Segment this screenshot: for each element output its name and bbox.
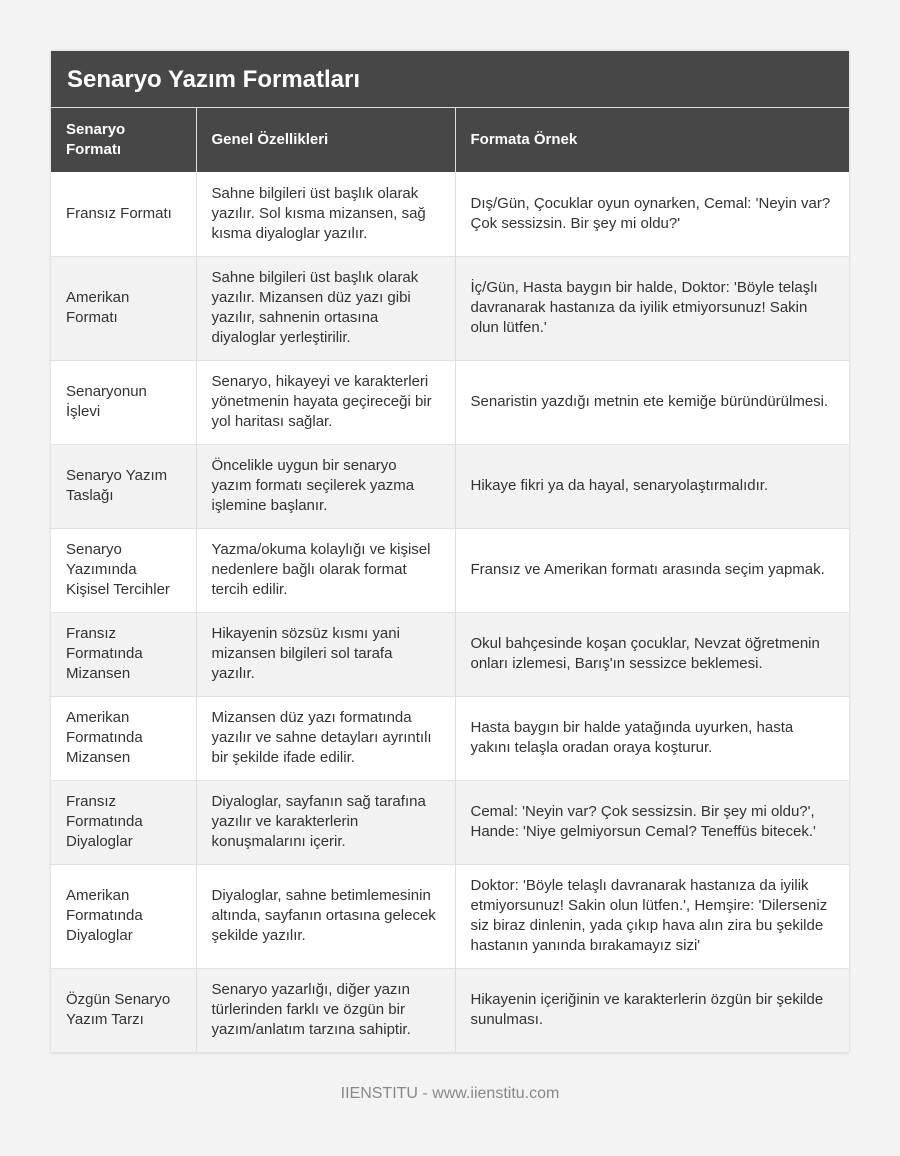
cell-example: Senaristin yazdığı metnin ete kemiğe bür… xyxy=(455,360,849,445)
header-row: Senaryo Formatı Genel Özellikleri Format… xyxy=(51,108,849,172)
cell-format: Senaryo Yazım Taslağı xyxy=(51,444,197,529)
table-row: Amerikan Formatında Mizansen Mizansen düz… xyxy=(51,696,849,781)
table-row: Senaryo Yazımında Kişisel Tercihler Yazma… xyxy=(51,528,849,613)
cell-example: Hasta baygın bir halde yatağında uyurken… xyxy=(455,696,849,781)
cell-features: Sahne bilgileri üst başlık olarak yazılı… xyxy=(196,172,456,257)
cell-features: Yazma/okuma kolaylığı ve kişisel nedenle… xyxy=(196,528,456,613)
header-features: Genel Özellikleri xyxy=(196,108,456,172)
cell-features: Hikayenin sözsüz kısmı yani mizansen bil… xyxy=(196,612,456,697)
cell-example: Doktor: 'Böyle telaşlı davranarak hastan… xyxy=(455,864,849,969)
cell-example: Fransız ve Amerikan formatı arasında seç… xyxy=(455,528,849,613)
table-row: Amerikan Formatı Sahne bilgileri üst başl… xyxy=(51,256,849,361)
cell-format: Senaryonun İşlevi xyxy=(51,360,197,445)
header-format: Senaryo Formatı xyxy=(51,108,197,172)
cell-format: Fransız Formatında Mizansen xyxy=(51,612,197,697)
cell-format: Amerikan Formatında Diyaloglar xyxy=(51,864,197,969)
table-row: Özgün Senaryo Yazım Tarzı Senaryo yazarlı… xyxy=(51,968,849,1053)
cell-format: Amerikan Formatında Mizansen xyxy=(51,696,197,781)
cell-features: Senaryo, hikayeyi ve karakterleri yönetm… xyxy=(196,360,456,445)
table-title: Senaryo Yazım Formatları xyxy=(51,51,849,108)
cell-features: Diyaloglar, sayfanın sağ tarafına yazılı… xyxy=(196,780,456,865)
formats-table: Senaryo Formatı Genel Özellikleri Format… xyxy=(51,108,849,1053)
cell-format: Senaryo Yazımında Kişisel Tercihler xyxy=(51,528,197,613)
cell-format: Amerikan Formatı xyxy=(51,256,197,361)
table-row: Amerikan Formatında Diyaloglar Diyaloglar… xyxy=(51,864,849,969)
cell-features: Öncelikle uygun bir senaryo yazım format… xyxy=(196,444,456,529)
cell-features: Senaryo yazarlığı, diğer yazın türlerind… xyxy=(196,968,456,1053)
header-example: Formata Örnek xyxy=(455,108,849,172)
table-row: Senaryonun İşlevi Senaryo, hikayeyi ve ka… xyxy=(51,360,849,445)
cell-example: Okul bahçesinde koşan çocuklar, Nevzat ö… xyxy=(455,612,849,697)
cell-features: Diyaloglar, sahne betimlemesinin altında… xyxy=(196,864,456,969)
cell-format: Özgün Senaryo Yazım Tarzı xyxy=(51,968,197,1053)
cell-example: Hikayenin içeriğinin ve karakterlerin öz… xyxy=(455,968,849,1053)
cell-format: Fransız Formatında Diyaloglar xyxy=(51,780,197,865)
cell-example: Dış/Gün, Çocuklar oyun oynarken, Cemal: … xyxy=(455,172,849,257)
footer-credit: IIENSTITU - www.iienstitu.com xyxy=(340,1085,560,1102)
table-row: Fransız Formatında Mizansen Hikayenin söz… xyxy=(51,612,849,697)
cell-features: Sahne bilgileri üst başlık olarak yazılı… xyxy=(196,256,456,361)
cell-example: Hikaye fikri ya da hayal, senaryolaştırm… xyxy=(455,444,849,529)
table-card: Senaryo Yazım Formatları Senaryo Formatı… xyxy=(51,51,849,1053)
cell-example: Cemal: 'Neyin var? Çok sessizsin. Bir şe… xyxy=(455,780,849,865)
cell-example: İç/Gün, Hasta baygın bir halde, Doktor: … xyxy=(455,256,849,361)
table-row: Fransız Formatında Diyaloglar Diyaloglar,… xyxy=(51,780,849,865)
table-row: Fransız Formatı Sahne bilgileri üst başlı… xyxy=(51,172,849,257)
cell-format: Fransız Formatı xyxy=(51,172,197,257)
cell-features: Mizansen düz yazı formatında yazılır ve … xyxy=(196,696,456,781)
table-row: Senaryo Yazım Taslağı Öncelikle uygun bir… xyxy=(51,444,849,529)
